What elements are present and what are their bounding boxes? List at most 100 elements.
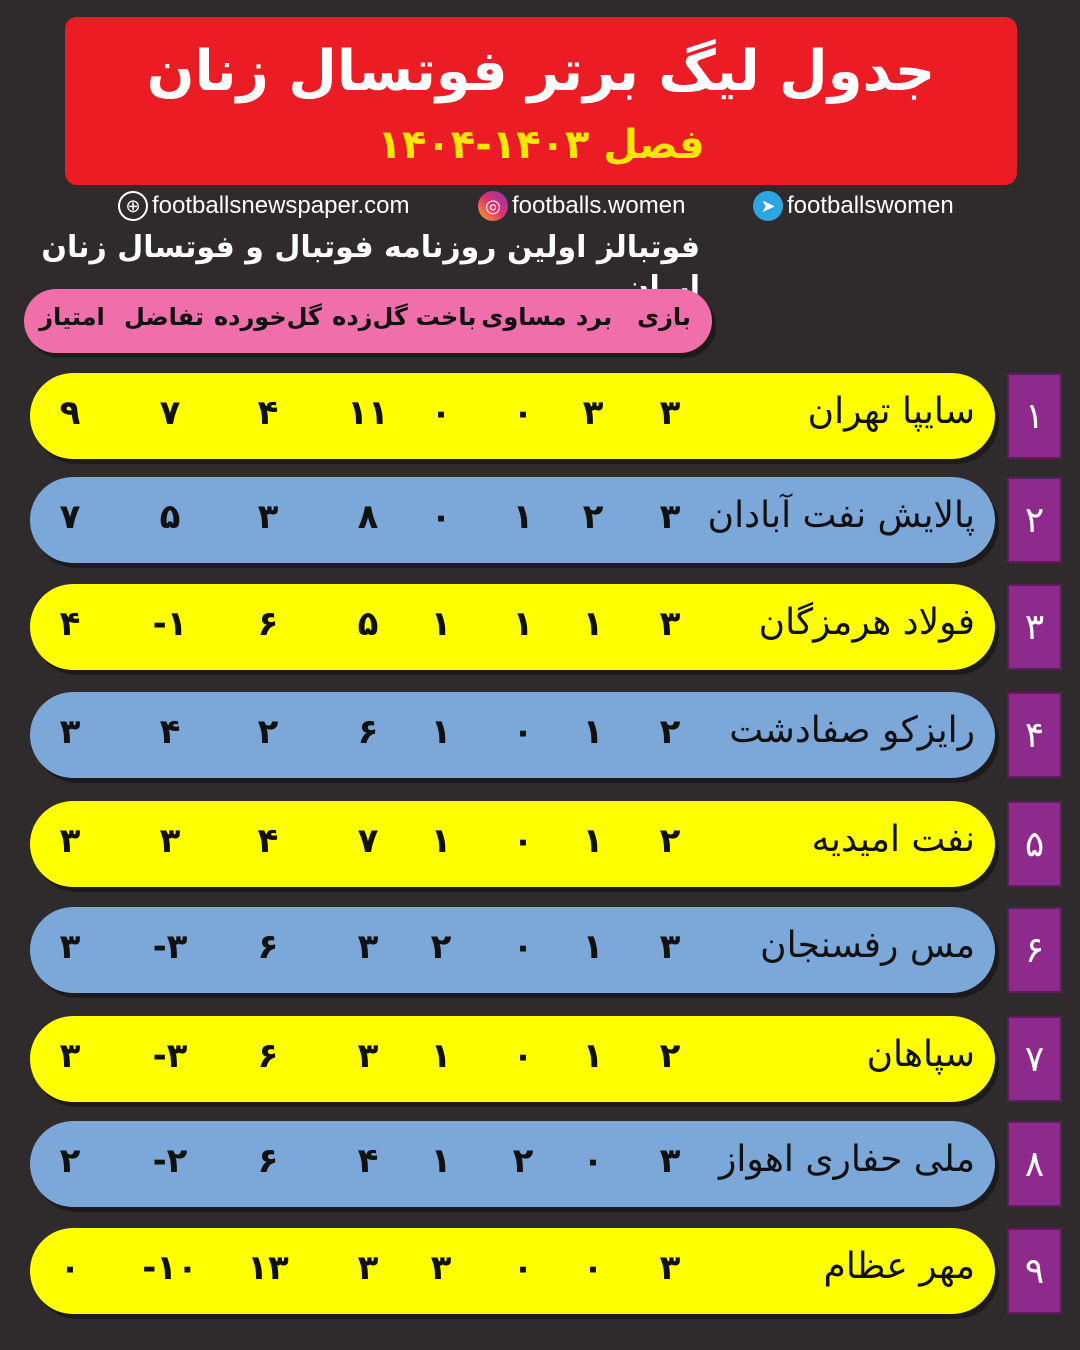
rank-badge: ۱ xyxy=(1007,373,1062,459)
stat-cell: ۱ xyxy=(430,712,452,752)
globe-icon: ⊕ xyxy=(118,191,148,221)
stat-cell: ۳ xyxy=(659,1141,681,1181)
stat-cell: ۲ xyxy=(430,927,452,967)
stat-cell: ۴ xyxy=(59,604,81,644)
team-name: پالایش نفت آبادان xyxy=(707,495,975,536)
stat-cell: ۷ xyxy=(159,393,181,433)
stat-cell: ۲ xyxy=(659,821,681,861)
team-name: رایزکو صفادشت xyxy=(729,710,975,751)
stat-cell: ۳ xyxy=(59,927,81,967)
stat-cell: ۳ xyxy=(582,393,604,433)
stat-cell: ۳ xyxy=(257,497,279,537)
stat-cell: ۱ xyxy=(582,1036,604,1076)
table-row: مس رفسنجان ۳ ۱ ۰ ۲ ۳ ۶ -۳ ۳ xyxy=(30,907,995,993)
stat-cell: ۸ xyxy=(357,497,379,537)
table-row: ملی حفاری اهواز ۳ ۰ ۲ ۱ ۴ ۶ -۲ ۲ xyxy=(30,1121,995,1207)
tagline: فوتبالز اولین روزنامه فوتبال و فوتسال زن… xyxy=(41,230,700,305)
rank-badge: ۲ xyxy=(1007,477,1062,563)
team-name: مهر عظام xyxy=(823,1246,975,1287)
team-name: فولاد هرمزگان xyxy=(758,602,975,643)
stat-cell: ۱ xyxy=(430,1036,452,1076)
stat-cell: ۱ xyxy=(430,604,452,644)
stat-cell: ۶ xyxy=(257,1141,279,1181)
rank-badge: ۸ xyxy=(1007,1121,1062,1207)
stat-cell: ۳ xyxy=(659,393,681,433)
stat-cell: ۷ xyxy=(357,821,379,861)
column-header: مساوی xyxy=(481,303,567,331)
stat-cell: ۶ xyxy=(257,927,279,967)
title-banner: جدول لیگ برتر فوتسال زنان فصل ۱۴۰۳-۱۴۰۴ xyxy=(65,17,1017,185)
stat-cell: ۴ xyxy=(357,1141,379,1181)
table-row: فولاد هرمزگان ۳ ۱ ۱ ۱ ۵ ۶ -۱ ۴ xyxy=(30,584,995,670)
team-name: نفت امیدیه xyxy=(811,819,975,860)
column-headers: بازی برد مساوی باخت گل‌زده گل‌خورده تفاضل امتیا… xyxy=(24,289,712,353)
column-header: تفاضل xyxy=(124,303,204,331)
stat-cell: ۰ xyxy=(430,393,452,433)
table-row: سپاهان ۲ ۱ ۰ ۱ ۳ ۶ -۳ ۳ xyxy=(30,1016,995,1102)
stat-cell: ۱۱ xyxy=(347,393,389,433)
stat-cell: ۳ xyxy=(357,1248,379,1288)
column-header: گل‌زده xyxy=(332,303,408,331)
stat-cell: ۳ xyxy=(159,821,181,861)
team-name: مس رفسنجان xyxy=(760,925,975,966)
stat-cell: -۳ xyxy=(152,1036,188,1076)
stat-cell: ۲ xyxy=(59,1141,81,1181)
stat-cell: ۶ xyxy=(257,1036,279,1076)
table-row: نفت امیدیه ۲ ۱ ۰ ۱ ۷ ۴ ۳ ۳ xyxy=(30,801,995,887)
stat-cell: ۶ xyxy=(357,712,379,752)
team-name: سایپا تهران xyxy=(807,391,975,432)
stat-cell: ۳ xyxy=(59,1036,81,1076)
table-row: پالایش نفت آبادان ۳ ۲ ۱ ۰ ۸ ۳ ۵ ۷ xyxy=(30,477,995,563)
table-row: رایزکو صفادشت ۲ ۱ ۰ ۱ ۶ ۲ ۴ ۳ xyxy=(30,692,995,778)
instagram-icon: ◎ xyxy=(478,191,508,221)
stat-cell: ۱ xyxy=(582,604,604,644)
stat-cell: ۳ xyxy=(430,1248,452,1288)
stat-cell: ۲ xyxy=(582,497,604,537)
stat-cell: ۳ xyxy=(59,821,81,861)
stat-cell: ۲ xyxy=(257,712,279,752)
page-title: جدول لیگ برتر فوتسال زنان xyxy=(146,39,936,104)
stat-cell: ۳ xyxy=(659,497,681,537)
rank-badge: ۹ xyxy=(1007,1228,1062,1314)
website-link[interactable]: ⊕ footballsnewspaper.com xyxy=(118,190,409,222)
stat-cell: ۰ xyxy=(512,1248,534,1288)
stat-cell: ۰ xyxy=(430,497,452,537)
stat-cell: ۰ xyxy=(59,1248,81,1288)
stat-cell: ۱ xyxy=(582,712,604,752)
stat-cell: -۱۰ xyxy=(142,1248,198,1288)
column-header: امتیاز xyxy=(39,303,105,331)
telegram-link[interactable]: ➤ footballswomen xyxy=(753,190,954,222)
column-header: برد xyxy=(575,303,613,331)
stat-cell: -۱ xyxy=(152,604,188,644)
website-text: footballsnewspaper.com xyxy=(152,192,410,219)
instagram-link[interactable]: ◎ footballs.women xyxy=(478,190,685,222)
stat-cell: ۷ xyxy=(59,497,81,537)
rank-badge: ۷ xyxy=(1007,1016,1062,1102)
stat-cell: ۱۳ xyxy=(247,1248,289,1288)
stat-cell: ۱ xyxy=(430,1141,452,1181)
stat-cell: ۶ xyxy=(257,604,279,644)
stat-cell: ۳ xyxy=(659,927,681,967)
stat-cell: ۴ xyxy=(257,821,279,861)
column-header: گل‌خورده xyxy=(213,303,323,331)
stat-cell: ۰ xyxy=(582,1248,604,1288)
stat-cell: ۴ xyxy=(257,393,279,433)
stat-cell: -۳ xyxy=(152,927,188,967)
rank-badge: ۴ xyxy=(1007,692,1062,778)
season-label: فصل ۱۴۰۳-۱۴۰۴ xyxy=(377,122,705,168)
stat-cell: ۱ xyxy=(512,604,534,644)
column-header: باخت xyxy=(415,303,477,331)
stat-cell: -۲ xyxy=(152,1141,188,1181)
stat-cell: ۳ xyxy=(357,927,379,967)
instagram-text: footballs.women xyxy=(512,192,686,219)
stat-cell: ۴ xyxy=(159,712,181,752)
stat-cell: ۲ xyxy=(659,1036,681,1076)
rank-badge: ۶ xyxy=(1007,907,1062,993)
stat-cell: ۳ xyxy=(659,1248,681,1288)
stat-cell: ۲ xyxy=(659,712,681,752)
table-row: سایپا تهران ۳ ۳ ۰ ۰ ۱۱ ۴ ۷ ۹ xyxy=(30,373,995,459)
team-name: ملی حفاری اهواز xyxy=(718,1139,975,1180)
stat-cell: ۵ xyxy=(357,604,379,644)
stat-cell: ۳ xyxy=(357,1036,379,1076)
stat-cell: ۰ xyxy=(512,712,534,752)
